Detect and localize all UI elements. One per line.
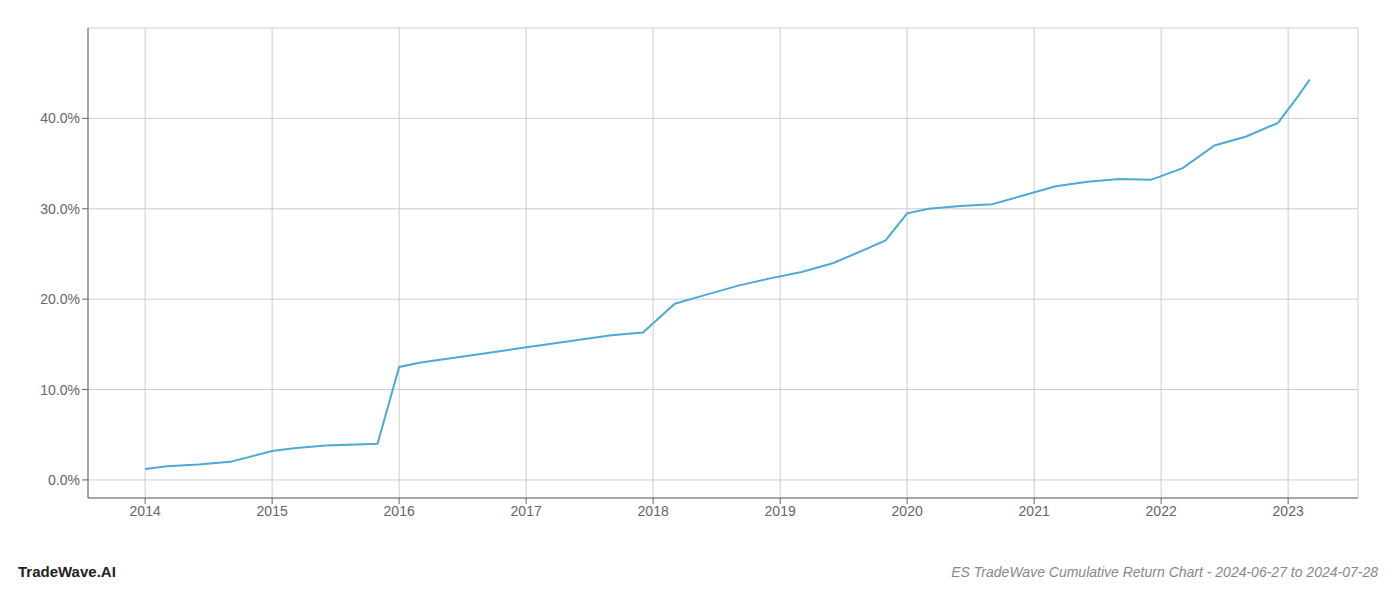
html-text:TradeWave.AI: TradeWave.AI	[18, 563, 116, 580]
svg-text:0.0%: 0.0%	[48, 472, 80, 488]
svg-text:10.0%: 10.0%	[40, 382, 80, 398]
svg-text:2015: 2015	[257, 503, 288, 519]
svg-text:2022: 2022	[1146, 503, 1177, 519]
svg-text:2018: 2018	[638, 503, 669, 519]
svg-text:2016: 2016	[384, 503, 415, 519]
html-text:ES TradeWave Cumulative Return: ES TradeWave Cumulative Return Chart - 2…	[951, 564, 1378, 580]
svg-text:2020: 2020	[892, 503, 923, 519]
svg-text:20.0%: 20.0%	[40, 291, 80, 307]
svg-text:2023: 2023	[1273, 503, 1304, 519]
svg-text:40.0%: 40.0%	[40, 110, 80, 126]
svg-text:2019: 2019	[765, 503, 796, 519]
svg-text:2017: 2017	[511, 503, 542, 519]
svg-text:2021: 2021	[1019, 503, 1050, 519]
svg-text:30.0%: 30.0%	[40, 201, 80, 217]
svg-text:2014: 2014	[130, 503, 161, 519]
